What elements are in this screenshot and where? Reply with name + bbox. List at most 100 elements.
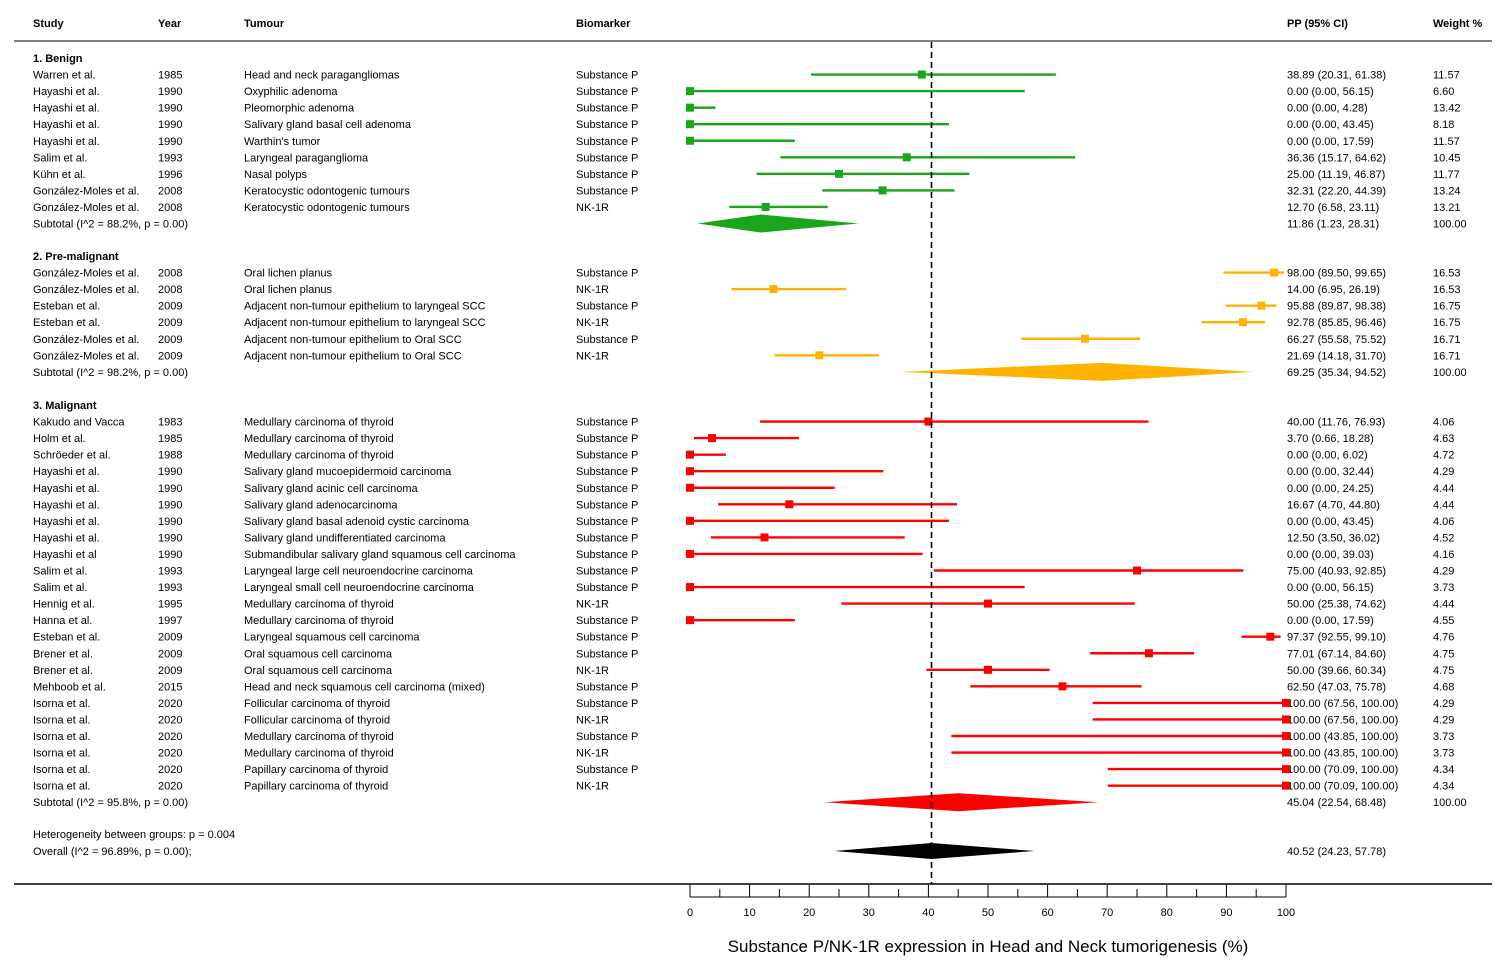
study-pp: 66.27 (55.58, 75.52) [1287, 334, 1386, 346]
study-name: Salim et al. [33, 566, 87, 578]
study-tumour: Medullary carcinoma of thyroid [244, 599, 394, 611]
study-year: 2009 [158, 632, 182, 644]
study-biomarker: Substance P [576, 582, 638, 594]
study-tumour: Salivary gland mucoepidermoid carcinoma [244, 466, 452, 478]
study-weight: 3.73 [1433, 582, 1454, 594]
study-name: González-Moles et al. [33, 202, 139, 214]
study-biomarker: Substance P [576, 549, 638, 561]
point-estimate [1133, 566, 1141, 575]
study-biomarker: Substance P [576, 466, 638, 478]
study-name: Isorna et al. [33, 764, 90, 776]
study-weight: 11.57 [1433, 70, 1460, 82]
point-estimate [984, 599, 992, 608]
study-year: 1985 [158, 433, 182, 445]
study-year: 1997 [158, 615, 182, 627]
study-biomarker: NK-1R [576, 350, 609, 362]
point-estimate [917, 70, 926, 79]
study-pp: 92.78 (85.85, 96.46) [1287, 317, 1386, 329]
study-weight: 8.18 [1433, 119, 1454, 131]
study-biomarker: Substance P [576, 136, 638, 148]
x-tick-label: 20 [803, 907, 815, 919]
plot-marks [686, 42, 1290, 884]
study-biomarker: NK-1R [576, 284, 609, 296]
study-pp: 100.00 (43.85, 100.00) [1287, 748, 1398, 760]
study-year: 2009 [158, 665, 182, 677]
study-weight: 6.60 [1433, 86, 1454, 98]
study-tumour: Medullary carcinoma of thyroid [244, 615, 394, 627]
point-estimate [835, 169, 843, 178]
study-biomarker: Substance P [576, 516, 638, 528]
study-year: 1990 [158, 136, 182, 148]
study-weight: 16.75 [1433, 301, 1461, 313]
study-tumour: Laryngeal paraganglioma [244, 152, 369, 164]
point-estimate [686, 103, 694, 112]
study-name: Isorna et al. [33, 748, 90, 760]
study-weight: 4.06 [1433, 516, 1454, 528]
study-weight: 16.75 [1433, 317, 1461, 329]
study-weight: 4.29 [1433, 698, 1454, 710]
subtotal-weight: 100.00 [1433, 219, 1467, 231]
study-pp: 98.00 (89.50, 99.65) [1287, 268, 1386, 280]
point-estimate [1266, 632, 1275, 641]
study-pp: 0.00 (0.00, 56.15) [1287, 86, 1374, 98]
point-estimate [1282, 765, 1290, 774]
study-name: Hayashi et al. [33, 532, 100, 544]
study-weight: 13.42 [1433, 103, 1461, 115]
study-tumour: Adjacent non-tumour epithelium to Oral S… [244, 350, 462, 362]
study-tumour: Salivary gland acinic cell carcinoma [244, 483, 419, 495]
study-biomarker: Substance P [576, 615, 638, 627]
study-biomarker: Substance P [576, 648, 638, 660]
subtotal-weight: 100.00 [1433, 367, 1467, 379]
study-pp: 100.00 (70.09, 100.00) [1287, 764, 1398, 776]
x-tick-label: 100 [1277, 907, 1295, 919]
study-biomarker: Substance P [576, 185, 638, 197]
study-year: 1990 [158, 86, 182, 98]
study-year: 1993 [158, 582, 182, 594]
overall-label: Overall (I^2 = 96.89%, p = 0.00); [33, 846, 192, 858]
study-biomarker: Substance P [576, 334, 638, 346]
study-pp: 12.70 (6.58, 23.11) [1287, 202, 1379, 214]
point-estimate [708, 434, 717, 443]
subtotal-diamond [697, 214, 859, 233]
study-year: 1996 [158, 169, 182, 181]
point-estimate [686, 549, 694, 558]
study-name: Isorna et al. [33, 714, 90, 726]
study-weight: 10.45 [1433, 152, 1461, 164]
point-estimate [1282, 781, 1290, 790]
study-tumour: Medullary carcinoma of thyroid [244, 417, 394, 429]
study-year: 2009 [158, 334, 182, 346]
subtotal-pp: 69.25 (35.34, 94.52) [1287, 367, 1386, 379]
study-weight: 4.68 [1433, 681, 1454, 693]
point-estimate [760, 533, 769, 542]
point-estimate [686, 450, 694, 459]
study-biomarker: Substance P [576, 86, 638, 98]
study-name: Isorna et al. [33, 731, 90, 743]
study-biomarker: NK-1R [576, 665, 609, 677]
point-estimate [984, 665, 992, 674]
study-year: 1990 [158, 532, 182, 544]
study-pp: 12.50 (3.50, 36.02) [1287, 532, 1380, 544]
study-name: Esteban et al. [33, 301, 100, 313]
study-weight: 4.29 [1433, 466, 1454, 478]
study-biomarker: Substance P [576, 681, 638, 693]
study-pp: 0.00 (0.00, 56.15) [1287, 582, 1374, 594]
table-rows: 1. Benign Warren et al. 1985 Head and neck … [33, 53, 1467, 858]
study-year: 2009 [158, 648, 182, 660]
study-name: Hayashi et al. [33, 466, 100, 478]
point-estimate [761, 202, 770, 211]
group-label: 2. Pre-malignant [33, 251, 119, 263]
subtotal-label: Subtotal (I^2 = 98.2%, p = 0.00) [33, 367, 188, 379]
x-tick-label: 50 [982, 907, 994, 919]
study-name: Hayashi et al. [33, 483, 100, 495]
subtotal-pp: 11.86 (1.23, 28.31) [1287, 219, 1379, 231]
study-tumour: Salivary gland adenocarcinoma [244, 499, 398, 511]
study-pp: 95.88 (89.87, 98.38) [1287, 301, 1386, 313]
study-biomarker: Substance P [576, 119, 638, 131]
point-estimate [686, 467, 694, 476]
study-name: González-Moles et al. [33, 284, 139, 296]
overall-diamond [834, 843, 1035, 859]
study-year: 1995 [158, 599, 182, 611]
point-estimate [815, 351, 824, 360]
study-weight: 11.77 [1433, 169, 1460, 181]
study-name: Kakudo and Vacca [33, 417, 125, 429]
